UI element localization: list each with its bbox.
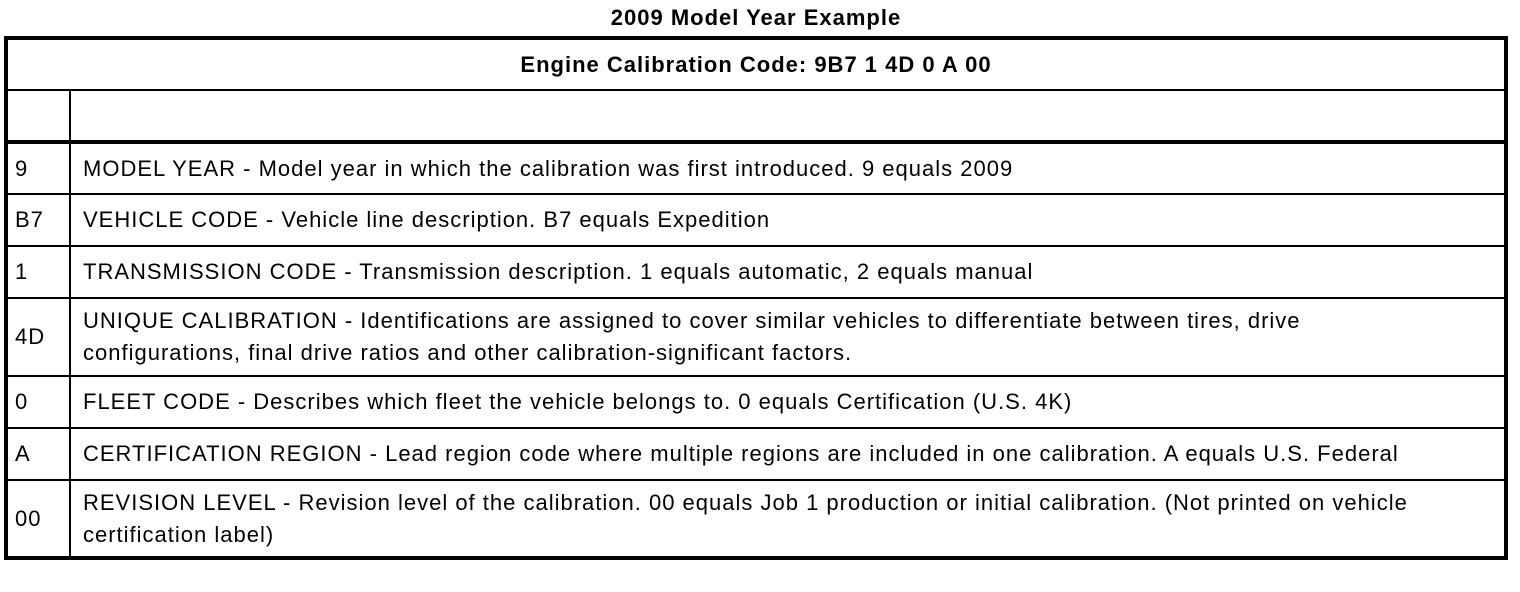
table-row-fleet-code: 0 FLEET CODE - Describes which fleet the…	[6, 376, 1506, 429]
code-cell: 4D	[6, 298, 71, 377]
code-cell	[6, 90, 71, 144]
empty-row	[6, 90, 1506, 144]
table-row-certification-region: A CERTIFICATION REGION - Lead region cod…	[6, 428, 1506, 481]
code-cell: A	[6, 428, 71, 481]
table-row-transmission-code: 1 TRANSMISSION CODE - Transmission descr…	[6, 246, 1506, 299]
code-cell: 1	[6, 246, 71, 299]
calibration-code-table: Engine Calibration Code: 9B7 1 4D 0 A 00…	[4, 36, 1508, 560]
code-cell: 00	[6, 480, 71, 558]
page-title: 2009 Model Year Example	[610, 5, 902, 30]
description-cell: CERTIFICATION REGION - Lead region code …	[70, 428, 1506, 481]
table-row-revision-level: 00 REVISION LEVEL - Revision level of th…	[6, 480, 1506, 558]
table-row-vehicle-code: B7 VEHICLE CODE - Vehicle line descripti…	[6, 194, 1506, 247]
description-cell: MODEL YEAR - Model year in which the cal…	[70, 142, 1506, 195]
description-cell: FLEET CODE - Describes which fleet the v…	[70, 376, 1506, 429]
code-cell: 9	[6, 142, 71, 195]
description-cell: VEHICLE CODE - Vehicle line description.…	[70, 194, 1506, 247]
code-cell: B7	[6, 194, 71, 247]
table-header-row: Engine Calibration Code: 9B7 1 4D 0 A 00	[6, 38, 1506, 91]
description-cell: REVISION LEVEL - Revision level of the c…	[83, 489, 1408, 547]
table-header: Engine Calibration Code: 9B7 1 4D 0 A 00	[6, 38, 1506, 91]
description-cell: UNIQUE CALIBRATION - Identifications are…	[70, 298, 1506, 377]
code-cell: 0	[6, 376, 71, 429]
table-row-unique-calibration: 4D UNIQUE CALIBRATION - Identifications …	[6, 298, 1506, 377]
table-row-model-year: 9 MODEL YEAR - Model year in which the c…	[6, 142, 1506, 195]
description-cell	[70, 90, 1506, 144]
description-cell: TRANSMISSION CODE - Transmission descrip…	[70, 246, 1506, 299]
